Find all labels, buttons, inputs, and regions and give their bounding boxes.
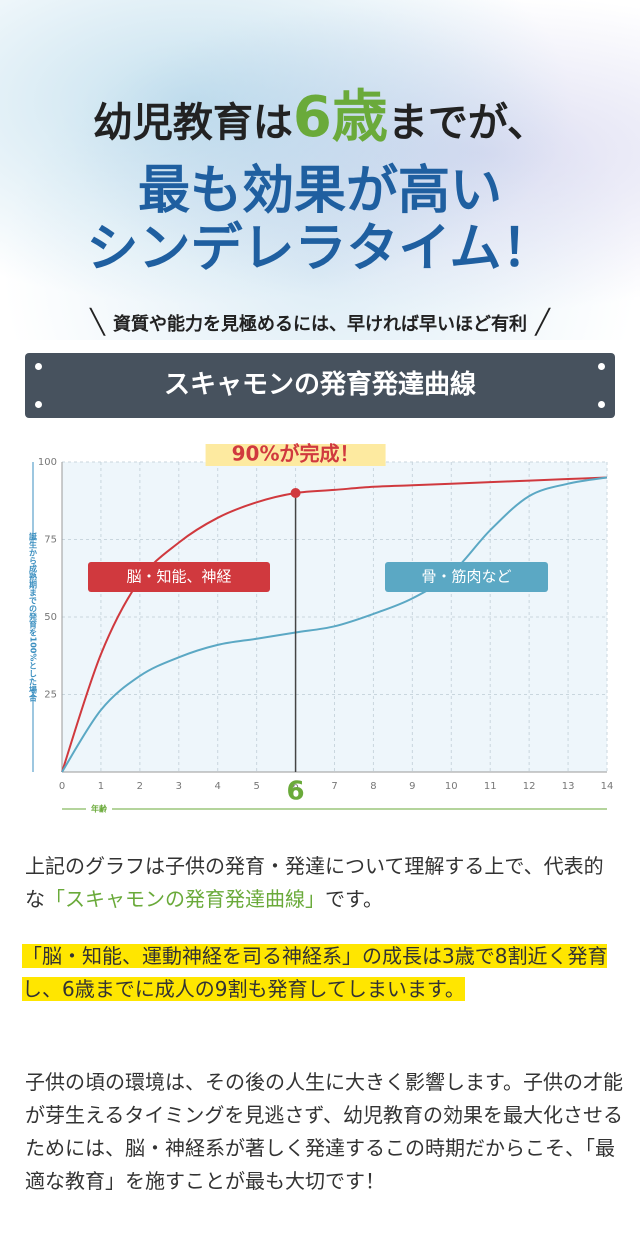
x-tick-label: 1 [98,781,104,792]
x-tick-label: 6 [292,781,298,792]
paragraph-highlight: 「脳・知能、運動神経を司る神経系」の成長は3歳で8割近く発育し、6歳までに成人の… [22,940,620,1006]
series-line [61,476,608,773]
x-tick-label: 8 [370,781,376,792]
y-tick-label: 100 [38,457,57,468]
x-label-bg [86,803,112,815]
highlight-x-label: 6 [287,777,305,807]
highlight-text: 「スキャモンの発育発達曲線」 [45,887,325,911]
x-tick-label: 11 [484,781,497,792]
x-tick-label: 10 [445,781,458,792]
highlight-point [290,488,301,498]
y-label-bg [27,547,39,687]
banner: スキャモンの発育発達曲線 [25,353,615,418]
legend-box [385,562,548,592]
x-tick-label: 4 [215,781,221,792]
x-tick-label: 9 [409,781,415,792]
highlight-text: 「脳・知能、運動神経を司る神経系」の成長は3歳で8割近く発育し、6歳までに成人の… [22,944,608,1001]
paragraph: 上記のグラフは子供の発育・発達について理解する上で、代表的な「スキャモンの発育発… [25,850,620,916]
x-tick-label: 3 [176,781,182,792]
text: です。 [325,887,383,911]
y-tick-label: 75 [44,535,57,546]
headline-text: 幼児教育は [92,100,293,146]
x-tick-label: 2 [137,781,143,792]
headline-line1: 幼児教育は6歳までが、 [0,72,640,153]
tagline-text: 資質や能力を見極めるには、早ければ早いほど有利 [113,314,527,335]
legend-label: 骨・筋肉など [421,568,511,586]
headline-line2: 最も効果が高い [137,161,502,221]
legend-box [88,562,270,592]
y-axis-label: 誕生から成熟期までの発育を100%とした場合 [28,532,38,703]
tagline: ╲ 資質や能力を見極めるには、早ければ早いほど有利 ╱ [90,308,550,336]
x-tick-label: 7 [331,781,337,792]
y-tick-label: 25 [44,690,57,701]
x-tick-label: 12 [523,781,536,792]
watercolor-background [0,0,640,340]
text: 上記のグラフは子供の発育・発達について理解する上で、代表的な [25,854,604,911]
x-tick-label: 14 [601,781,614,792]
x-tick-label: 5 [253,781,259,792]
legend-label: 脳・知能、神経 [126,568,231,586]
annotation: 90%が完成！ [232,442,360,466]
y-tick-label: 50 [44,612,57,623]
headline-highlight: 6歳 [292,85,388,150]
x-tick-label: 13 [562,781,575,792]
headline-text: までが、 [387,100,548,146]
x-axis-label: 年齢 [91,804,108,814]
paragraph: 子供の頃の環境は、その後の人生に大きく影響します。子供の才能が芽生えるタイミング… [25,1070,623,1193]
banner-title: スキャモンの発育発達曲線 [163,370,476,400]
annotation-bg [205,444,386,466]
headline-line3: シンデレラタイム！ [86,219,554,279]
x-tick-label: 0 [59,781,65,792]
